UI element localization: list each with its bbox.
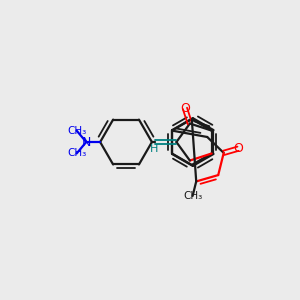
Text: CH₃: CH₃ (67, 126, 86, 136)
Text: CH₃: CH₃ (67, 148, 86, 158)
Text: H: H (150, 144, 159, 154)
Text: CH₃: CH₃ (183, 191, 202, 201)
Text: N: N (82, 136, 91, 148)
Text: O: O (180, 102, 190, 115)
Text: O: O (233, 142, 243, 155)
